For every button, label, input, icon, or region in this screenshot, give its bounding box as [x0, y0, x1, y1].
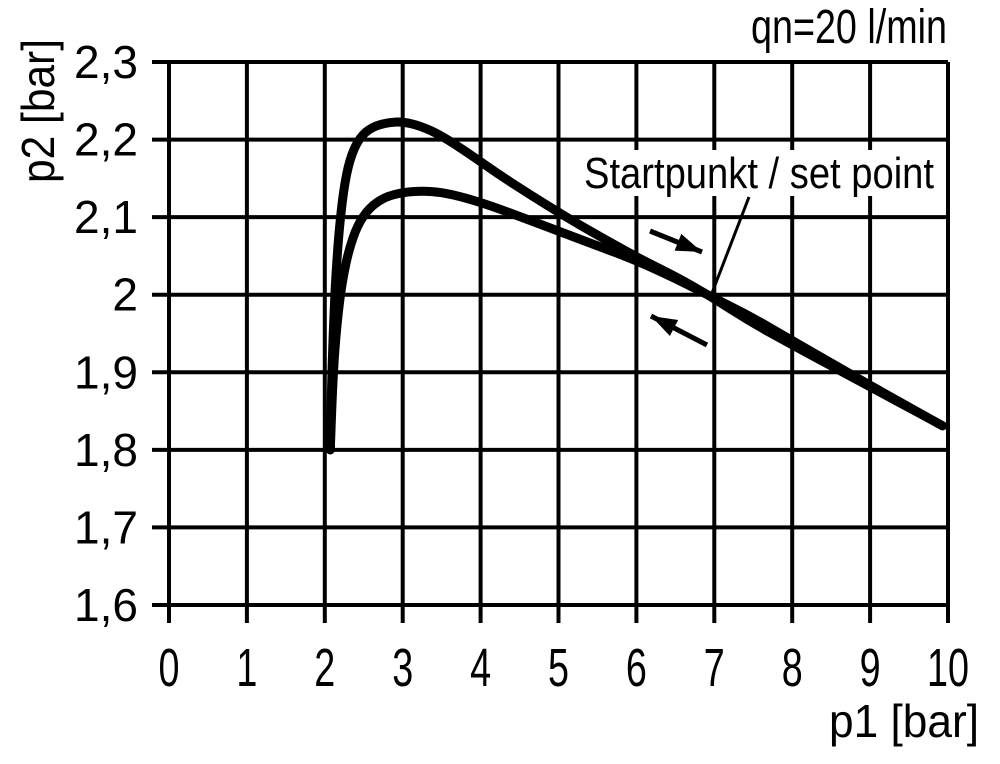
x-tick-label: 0	[159, 638, 180, 698]
y-axis-label: p2 [bar]	[12, 39, 64, 183]
x-tick-label: 4	[470, 638, 491, 698]
hysteresis-curves	[325, 117, 947, 455]
arrow-left-icon	[649, 313, 709, 348]
annotation-label: Startpunkt / set point	[584, 149, 934, 198]
x-tick-label: 5	[548, 638, 569, 698]
annotation-halo	[578, 150, 942, 196]
flow-rate-label: qn=20 l/min	[751, 1, 947, 54]
x-tick-label: 10	[927, 638, 969, 698]
grid	[152, 60, 950, 623]
y-tick-label: 1,6	[74, 579, 138, 631]
x-tick-label: 7	[704, 638, 725, 698]
arrow-right-icon	[649, 228, 703, 255]
x-tick-label: 6	[626, 638, 647, 698]
y-tick-label: 1,9	[74, 346, 138, 398]
annotation-leader-line	[710, 196, 751, 294]
curve-p1-decreasing	[325, 186, 947, 455]
x-tick-label: 2	[314, 638, 335, 698]
y-tick-label: 2	[112, 269, 138, 321]
tick-labels: 0 1 2 3 4 5 6 7 8 9 102,32,22,121,91,81,71,6	[74, 36, 969, 698]
y-tick-label: 2,1	[74, 191, 138, 243]
y-tick-label: 2,3	[74, 36, 138, 88]
x-tick-label: 3	[392, 638, 413, 698]
x-tick-label: 9	[860, 638, 881, 698]
x-axis-label: p1 [bar]	[829, 695, 979, 747]
y-tick-label: 1,7	[74, 501, 138, 553]
x-tick-label: 1	[236, 638, 257, 698]
direction-arrows	[649, 228, 709, 348]
y-tick-label: 2,2	[74, 114, 138, 166]
x-tick-label: 8	[782, 638, 803, 698]
y-tick-label: 1,8	[74, 424, 138, 476]
